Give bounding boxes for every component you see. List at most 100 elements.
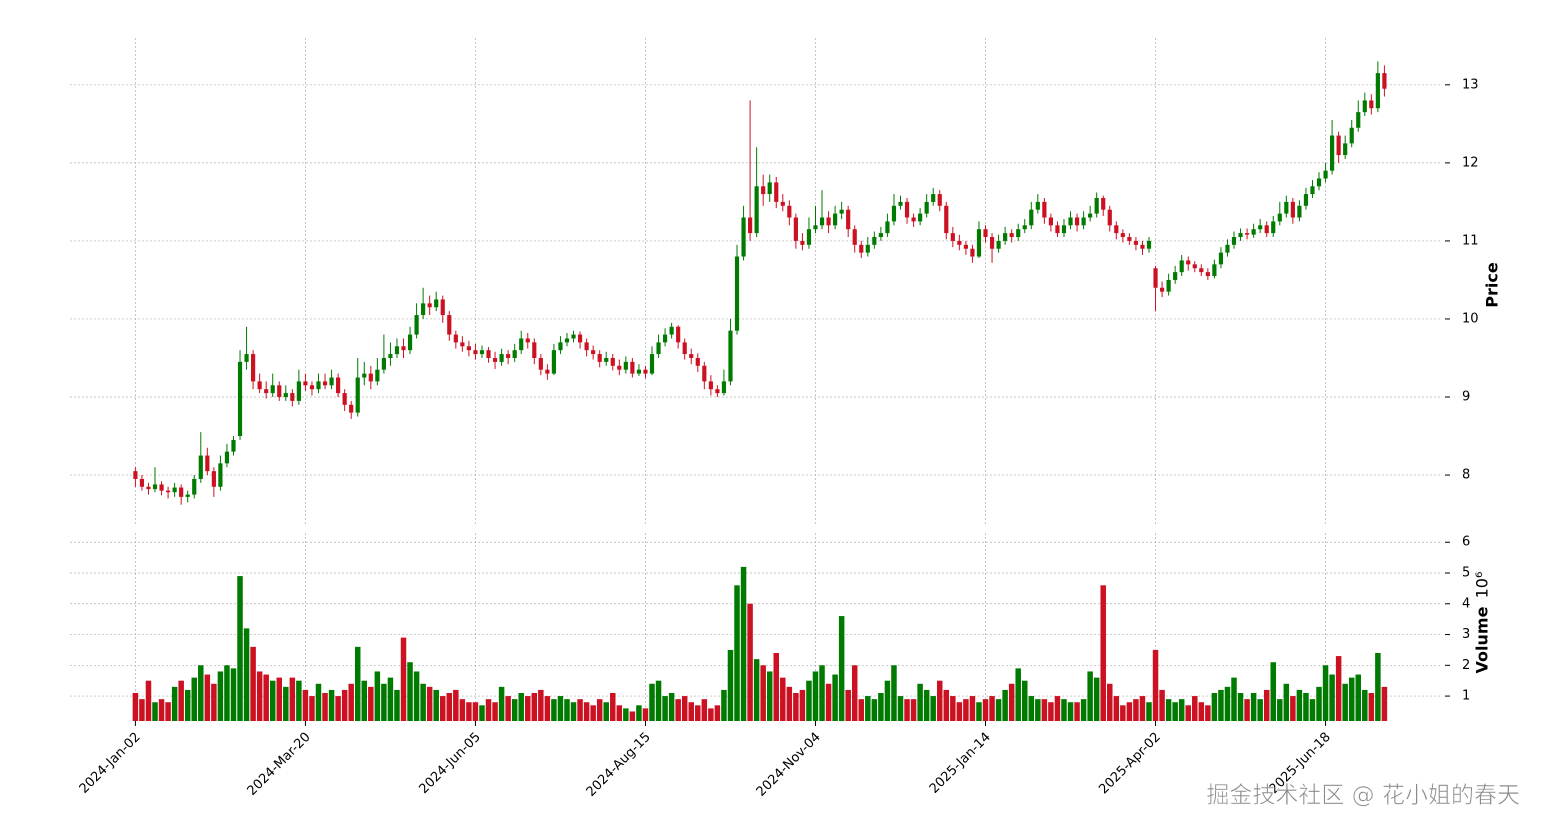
candle-body (1330, 135, 1335, 171)
volume-bar (989, 696, 995, 721)
candle-body (375, 369, 380, 382)
volume-bar (681, 696, 688, 721)
candle-body (813, 225, 818, 230)
volume-bar (198, 665, 204, 721)
candle-body (283, 393, 288, 398)
candle-body (1003, 233, 1008, 241)
candle-body (512, 350, 517, 358)
volume-bar (1074, 702, 1080, 721)
volume-bar (439, 696, 446, 721)
candle-body (571, 334, 576, 339)
candle-body (597, 354, 602, 362)
volume-bar (1087, 671, 1093, 721)
candle-body (146, 486, 151, 490)
volume-bar (747, 603, 753, 721)
volume-bar (1362, 689, 1368, 721)
candle-body (165, 490, 171, 493)
volume-bar (570, 702, 577, 721)
candle-body (179, 487, 184, 497)
volume-bar (1211, 693, 1218, 721)
candle-body (983, 229, 988, 238)
candle-body (1081, 217, 1086, 226)
candle-body (1212, 264, 1217, 277)
y-tick-label: 9 (1462, 390, 1470, 405)
candle-body (322, 381, 328, 386)
volume-bar (498, 686, 505, 721)
volume-bar (511, 699, 518, 721)
candle-body (1016, 229, 1021, 238)
y-tick-label: 5 (1462, 566, 1470, 581)
x-tick-label: 2024-Jan-02 (77, 730, 144, 797)
volume-bar (897, 696, 904, 721)
volume-bar (505, 696, 511, 721)
volume-bar (1192, 696, 1198, 721)
candle-body (1074, 217, 1080, 226)
candle-body (1042, 201, 1047, 218)
volume-bar (721, 689, 727, 721)
candle-body (989, 237, 995, 249)
candle-body (277, 385, 282, 398)
candle-body (833, 213, 838, 226)
volume-bar (191, 677, 197, 721)
volume-bar (891, 665, 897, 721)
volume-bar (936, 680, 943, 721)
volume-bar (1139, 696, 1146, 721)
volume-bar (812, 671, 819, 721)
volume-bar (734, 585, 740, 721)
candle-body (604, 357, 609, 362)
volume-bar (851, 665, 858, 721)
candle-body (610, 357, 615, 366)
volume-bar (858, 699, 865, 721)
volume-bar (577, 699, 583, 721)
x-tick-label: 2024-Aug-15 (584, 730, 654, 800)
volume-bar (675, 699, 681, 721)
volume-bar (1244, 699, 1250, 721)
volume-bar (1250, 693, 1257, 721)
volume-bar (230, 668, 237, 721)
candle-body (1218, 252, 1224, 265)
volume-bar (204, 674, 211, 721)
volume-bar (1159, 689, 1165, 721)
candle-body (414, 315, 419, 335)
candle-body (1061, 225, 1067, 234)
candle-body (1179, 260, 1184, 273)
volume-bar (668, 693, 675, 721)
candle-body (401, 346, 406, 351)
volume-axis-label: Volume (1473, 606, 1492, 673)
candle-body (865, 244, 870, 253)
volume-bar (485, 699, 492, 721)
candle-body (329, 377, 334, 386)
volume-bar (884, 680, 891, 721)
candle-body (1382, 73, 1387, 89)
candle-body (362, 373, 367, 378)
volume-bar (793, 693, 799, 721)
volume-bar (1002, 689, 1008, 721)
volume-bar (603, 702, 609, 721)
candle-body (473, 350, 478, 355)
volume-bar (1061, 699, 1067, 721)
volume-bar (322, 693, 328, 721)
candle-body (381, 357, 386, 370)
volume-bar (525, 696, 531, 721)
volume-bar (786, 686, 793, 721)
candle-body (1225, 244, 1230, 253)
candle-body (224, 451, 230, 464)
volume-bar (766, 671, 773, 721)
candle-body (434, 299, 439, 308)
candle-body (1316, 178, 1322, 187)
candle-body (780, 201, 785, 206)
volume-bar (1270, 662, 1276, 721)
volume-bar (871, 699, 878, 721)
volume-bar (740, 566, 747, 721)
volume-bar (426, 686, 433, 721)
candle-body (826, 217, 831, 226)
candle-body (251, 354, 256, 382)
candle-body (159, 484, 164, 491)
volume-bar (1120, 705, 1126, 721)
volume-bar (969, 696, 976, 721)
volume-bar (950, 696, 956, 721)
candle-body (545, 369, 550, 374)
candle-body (1055, 225, 1060, 234)
y-tick-label: 8 (1462, 468, 1470, 483)
y-tick-label: 1 (1462, 689, 1470, 704)
